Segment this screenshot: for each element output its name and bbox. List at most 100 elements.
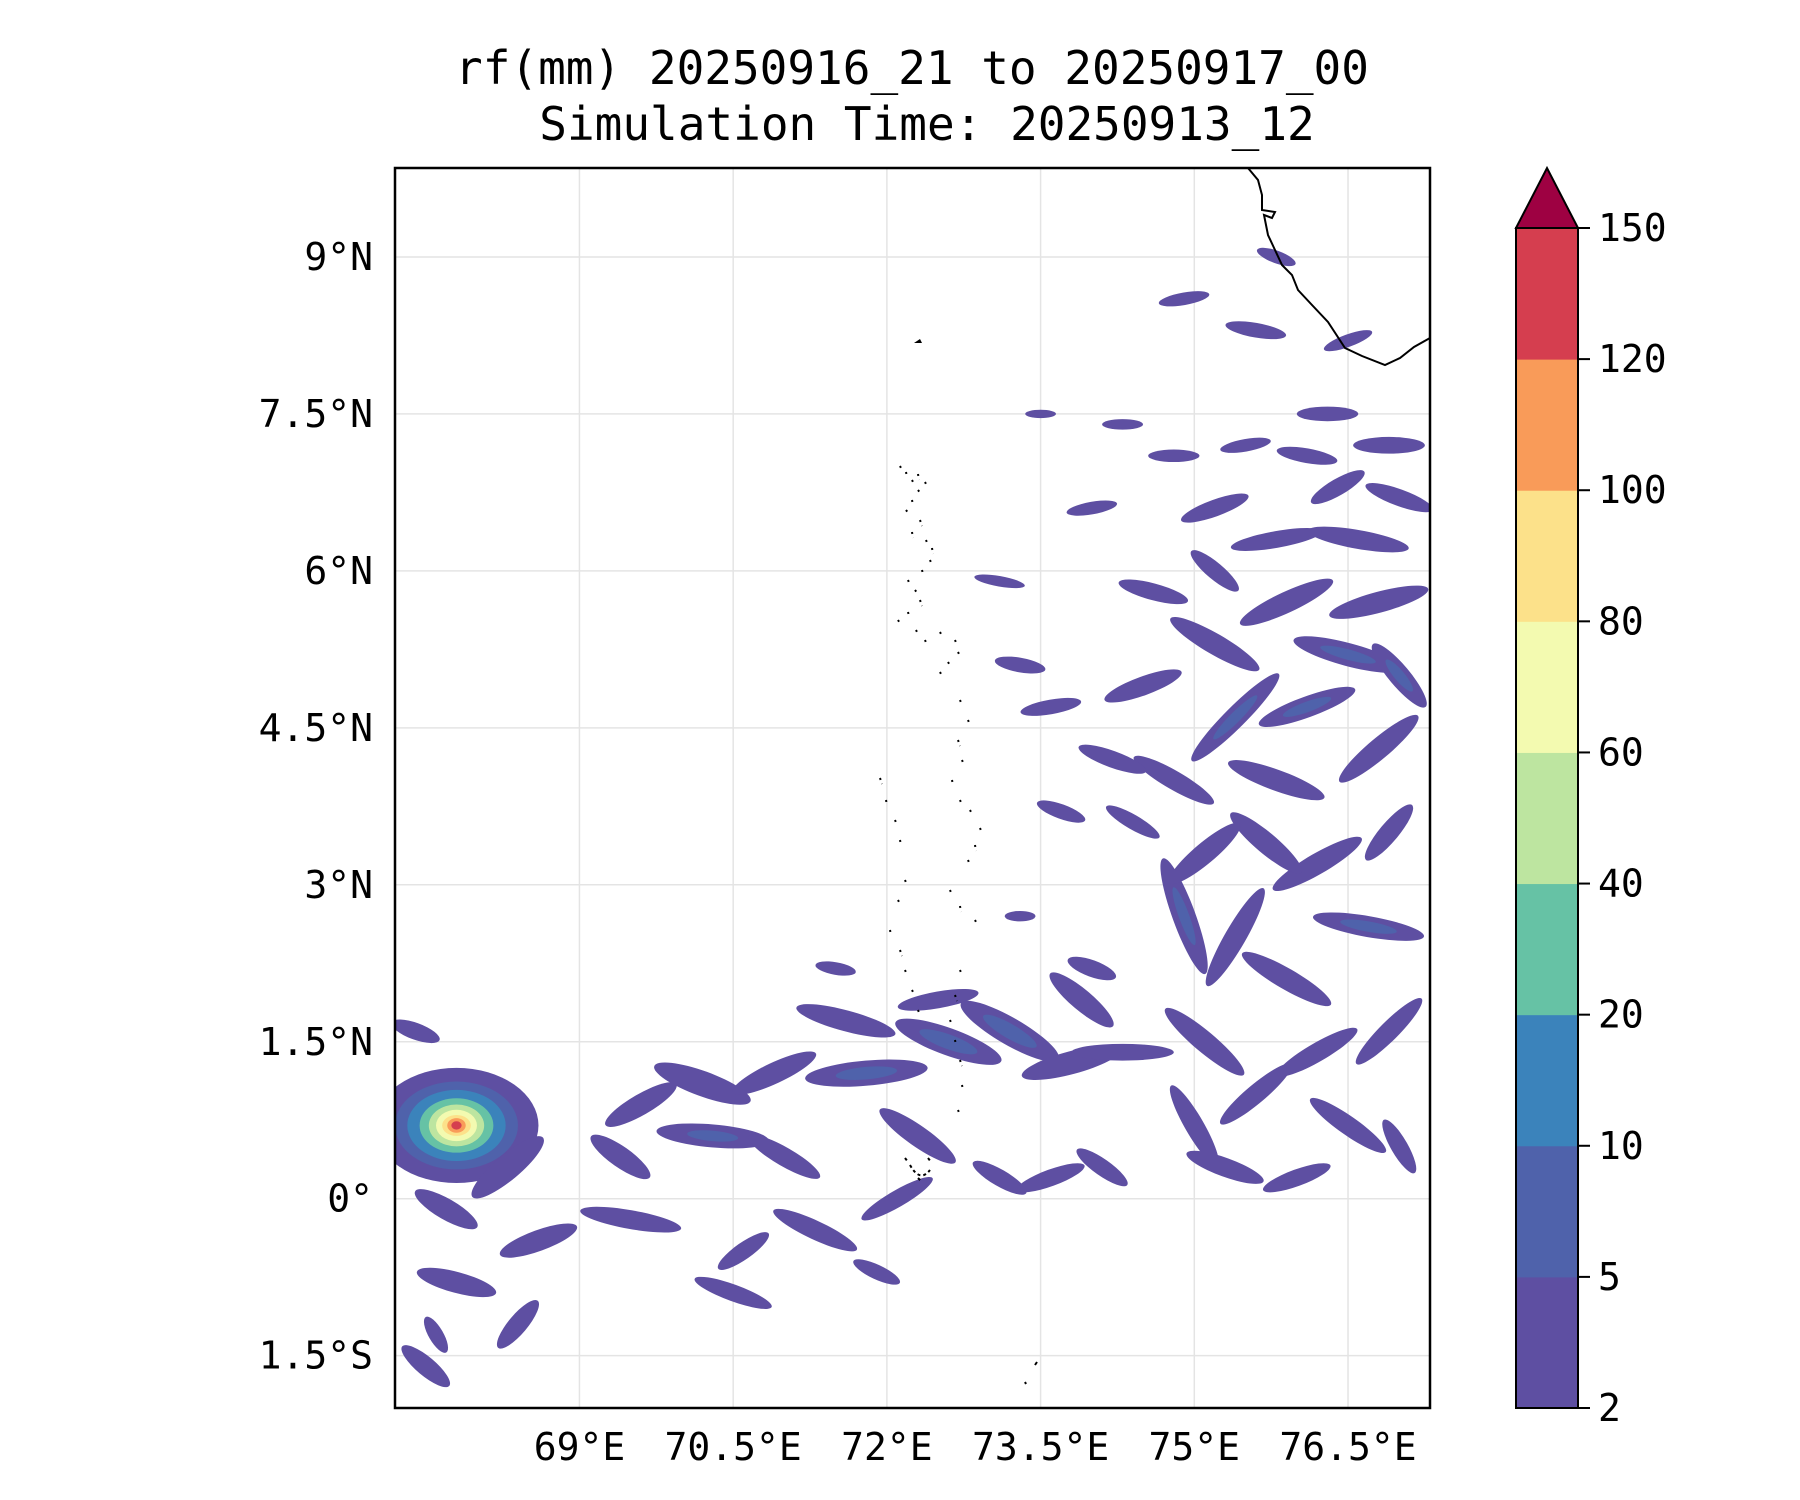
colorbar-tick-label: 120	[1598, 337, 1667, 381]
y-tick-label: 4.5°N	[259, 706, 373, 750]
rain-cell	[1338, 714, 1419, 783]
chart-title: rf(mm) 20250916_21 to 20250917_00	[455, 41, 1369, 95]
rain-cell	[982, 1014, 1037, 1048]
rain-cell	[1385, 659, 1414, 692]
rain-cell	[1168, 822, 1241, 885]
rain-cell	[1102, 419, 1144, 430]
rain-cell	[1262, 1163, 1331, 1193]
rain-cell	[1355, 998, 1423, 1065]
rain-cell	[395, 1019, 440, 1044]
y-tick-label: 6°N	[304, 549, 373, 593]
rain-cell	[471, 1136, 544, 1199]
chagos-island	[1024, 1361, 1038, 1385]
rain-cell	[1020, 697, 1082, 716]
x-tick-label: 69°E	[534, 1425, 626, 1469]
colorbar-band	[1516, 883, 1578, 1016]
rain-cell	[1190, 550, 1239, 592]
rain-cell	[974, 574, 1025, 589]
colorbar-tick-label: 20	[1598, 993, 1644, 1037]
rain-cell	[1230, 527, 1322, 551]
rain-cell	[1049, 972, 1114, 1028]
rain-cell	[1133, 755, 1215, 805]
rain-cell	[1076, 1148, 1128, 1187]
rain-cell	[654, 1062, 751, 1105]
rain-cell	[1066, 500, 1118, 516]
rain-cell	[1241, 951, 1332, 1007]
rain-cell	[748, 1134, 821, 1179]
rain-cell	[1118, 579, 1189, 605]
x-tick-label: 76.5°E	[1279, 1425, 1416, 1469]
rain-cell	[1170, 616, 1260, 672]
rain-cell	[815, 961, 856, 976]
rain-cell	[1256, 247, 1296, 267]
y-tick-label: 9°N	[304, 235, 373, 279]
y-tick-label: 1.5°S	[259, 1334, 373, 1378]
rain-cell	[1282, 696, 1332, 717]
colorbar-tick-label: 5	[1598, 1255, 1621, 1299]
rain-cell	[835, 1066, 898, 1080]
lakshadweep-island	[914, 339, 922, 343]
rain-cell	[879, 1108, 956, 1164]
colorbar-tick-label: 40	[1598, 862, 1644, 906]
colorbar-band	[1516, 752, 1578, 885]
colorbar-tick-label: 100	[1598, 468, 1667, 512]
colorbar-band	[1516, 1276, 1578, 1409]
rain-cell	[1067, 956, 1117, 981]
colorbar-band	[1516, 1014, 1578, 1147]
rain-cell	[1309, 1097, 1387, 1154]
rain-cell	[416, 1267, 497, 1298]
rain-cell	[897, 989, 979, 1011]
rain-cell	[994, 656, 1046, 674]
rain-cell	[796, 1004, 896, 1038]
colorbar-tick-label: 60	[1598, 730, 1644, 774]
rain-cell	[1172, 887, 1196, 946]
y-tick-label: 1.5°N	[259, 1020, 373, 1064]
india-coastline	[1247, 168, 1430, 367]
rain-cell	[1230, 812, 1302, 874]
rain-cell	[580, 1206, 682, 1233]
x-tick-label: 75°E	[1149, 1425, 1241, 1469]
y-tick-label: 3°N	[304, 863, 373, 907]
rain-cell	[1353, 436, 1425, 454]
rain-cell	[1017, 1163, 1085, 1193]
rain-cell	[1296, 406, 1359, 422]
rain-cell	[1025, 409, 1056, 419]
rain-cell	[1148, 449, 1200, 463]
rain-cell	[1320, 645, 1376, 664]
colorbar-band	[1516, 1145, 1578, 1278]
rain-cell	[401, 1345, 451, 1388]
colorbar-ticks: 2 5 10 20 40 60 80 100 120 150	[1578, 206, 1667, 1430]
rain-cell	[1272, 836, 1362, 892]
rain-cell	[1213, 695, 1258, 740]
rain-cell	[732, 1051, 817, 1095]
rain-cell	[1277, 1027, 1358, 1077]
rain-cell	[1164, 1007, 1245, 1076]
rain-cell	[1004, 910, 1036, 922]
rainfall-field	[395, 247, 1430, 1388]
x-tick-label: 72°E	[841, 1425, 933, 1469]
map-gridlines	[395, 168, 1430, 1408]
rain-cell	[1219, 1063, 1292, 1125]
rain-cell	[1220, 437, 1271, 453]
rain-cell	[1329, 585, 1429, 619]
rain-cell	[1205, 888, 1265, 987]
colorbar-extend-triangle	[1514, 165, 1580, 229]
rain-cell	[1340, 919, 1397, 934]
chart-subtitle: Simulation Time: 20250913_12	[539, 97, 1314, 151]
rain-cell	[972, 1160, 1027, 1195]
colorbar-band	[1516, 490, 1578, 622]
axis-ticks: 69°E 70.5°E 72°E 73.5°E 75°E 76.5°E 9°N 7.5°N 6°…	[259, 235, 1417, 1469]
rain-cell	[1186, 1150, 1264, 1184]
coastlines	[879, 168, 1430, 1385]
rain-cell	[590, 1134, 651, 1180]
colorbar-tick-label: 10	[1598, 1124, 1644, 1168]
y-tick-label: 0°	[327, 1177, 373, 1221]
colorbar-frame	[1515, 227, 1579, 1409]
colorbar: 2 5 10 20 40 60 80 100 120 150	[1514, 165, 1667, 1430]
colorbar-band	[1516, 228, 1578, 360]
rain-cell	[717, 1232, 770, 1270]
rain-cell	[1104, 669, 1182, 703]
rain-cell	[423, 1316, 449, 1353]
rain-cell	[605, 1082, 677, 1127]
